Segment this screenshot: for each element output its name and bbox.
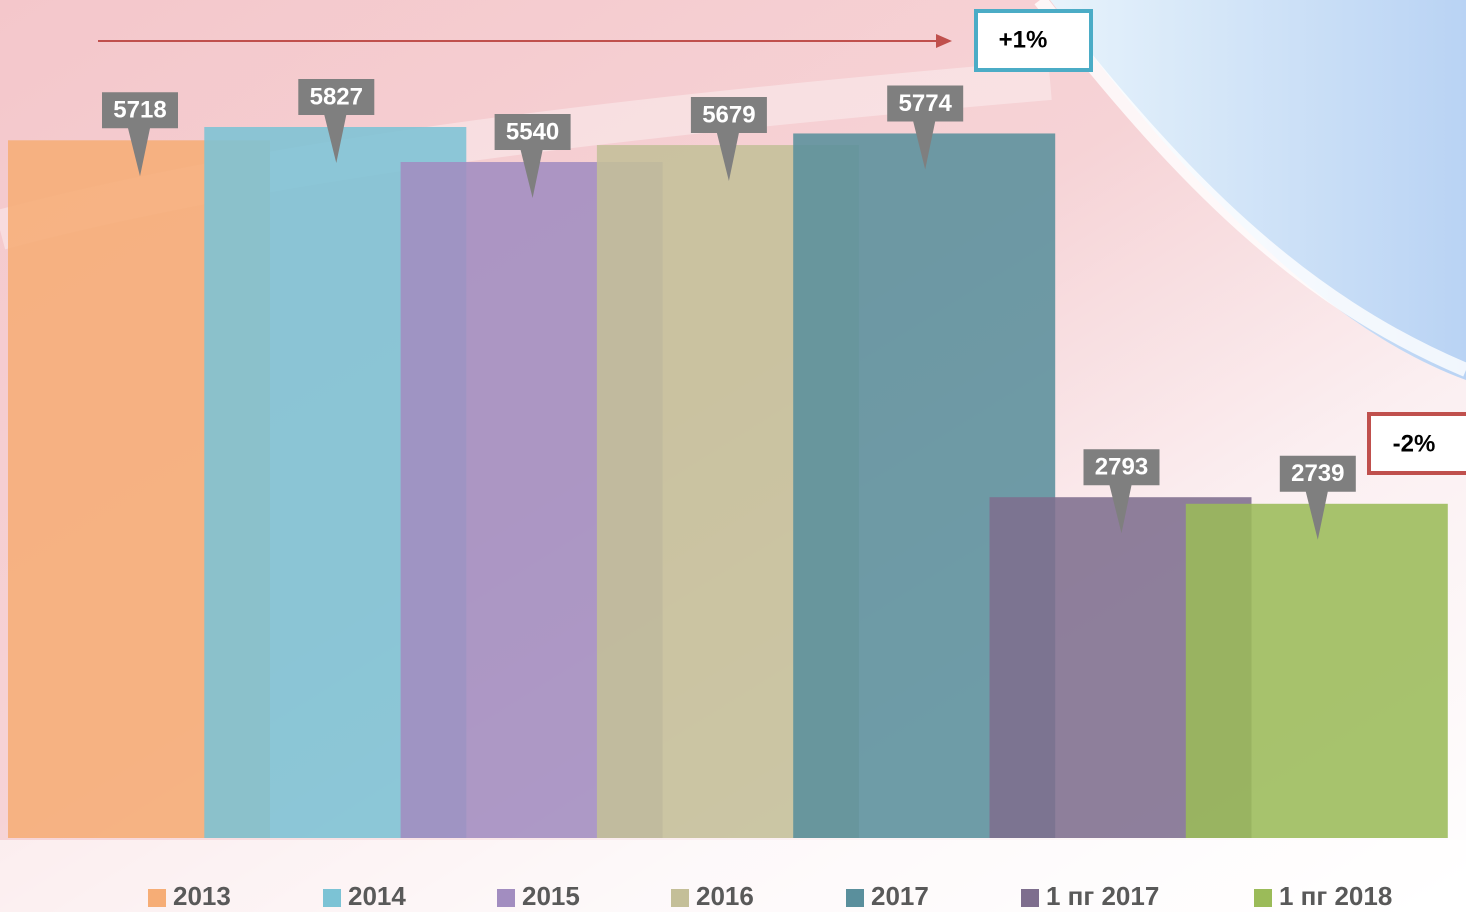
data-label: 2793 (1095, 454, 1148, 481)
data-label: 5679 (702, 101, 755, 128)
legend-swatch (148, 889, 166, 907)
data-label: 5540 (506, 118, 559, 145)
callouts: 5718 5827 5540 5679 5774 2793 2739 (102, 79, 1356, 540)
legend: 2013 2014 2015 2016 2017 1 пг 2017 1 пг 2018 (148, 881, 1392, 911)
legend-swatch (497, 889, 515, 907)
legend-swatch (671, 889, 689, 907)
data-label-box (494, 114, 571, 199)
data-label: 2739 (1291, 460, 1344, 487)
data-label-box (690, 97, 767, 182)
annotation: +1% (999, 26, 1048, 53)
bars (8, 127, 1448, 838)
data-label-box (102, 92, 178, 177)
data-label: 5774 (899, 90, 953, 117)
data-label: 5827 (310, 83, 363, 110)
annotation: -2% (1393, 430, 1436, 457)
annotation-box (974, 9, 1093, 72)
background (0, 840, 1466, 912)
background-wave (1034, 0, 1466, 377)
legend-label: 1 пг 2018 (1279, 881, 1392, 911)
annotation-box (1367, 412, 1466, 475)
data-label: 5718 (113, 97, 166, 124)
legend-label: 2013 (173, 881, 231, 911)
data-label-box (887, 85, 964, 170)
data-label-box (298, 79, 375, 163)
legend-swatch (1254, 889, 1272, 907)
trend-arrow-head (936, 34, 952, 48)
legend-label: 2016 (696, 881, 754, 911)
legend-label: 2017 (871, 881, 929, 911)
bar (1185, 503, 1448, 838)
legend-swatch (1021, 889, 1039, 907)
legend-label: 2014 (348, 881, 406, 911)
legend-swatch (846, 889, 864, 907)
data-label-box (1279, 455, 1356, 540)
background-wave (1050, 0, 1466, 380)
legend-label: 1 пг 2017 (1046, 881, 1159, 911)
legend-swatch (323, 889, 341, 907)
data-label-box (1083, 449, 1160, 534)
legend-label: 2015 (522, 881, 580, 911)
